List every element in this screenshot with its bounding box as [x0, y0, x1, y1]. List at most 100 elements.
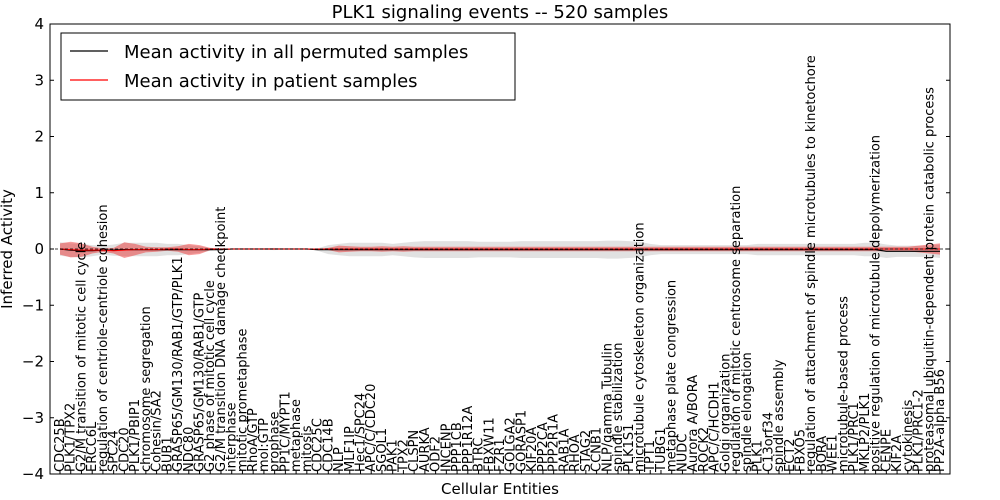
x-tick-label: CDC14B: [321, 418, 336, 472]
x-tick-label: ERCC6L: [85, 421, 100, 472]
x-tick-label: spindle elongation: [740, 352, 755, 472]
y-tick-label: −4: [22, 465, 44, 483]
x-tick-label: INCENP: [439, 423, 454, 472]
x-tick-label: NLP/gamma Tubulin: [600, 343, 615, 472]
y-tick-label: −3: [22, 409, 44, 427]
x-tick-label: SGOL1: [375, 428, 390, 472]
x-tick-label: microtubule-based process: [836, 296, 851, 472]
legend-label-1: Mean activity in all permuted samples: [124, 42, 468, 63]
x-tick-label: FZR1: [493, 438, 508, 472]
x-tick-label: proteasomal ubiquitin-dependent protein …: [922, 87, 937, 472]
x-tick-label: prophase: [268, 412, 283, 473]
x-tick-label: ECT2: [783, 438, 798, 472]
x-tick-label: regulation of mitotic centrosome separat…: [729, 186, 744, 472]
x-tick-label: mitosis: [300, 425, 315, 472]
y-tick-layer: −4 −3 −2 −1 0 1 2 3 4: [22, 15, 950, 483]
x-tick-label: FBXO5: [794, 429, 809, 472]
x-tick-label: RhoA/GTP: [246, 408, 261, 472]
x-tick-label: GRASP65/GM130/RAB1/GTP/PLK1: [171, 256, 186, 472]
legend: Mean activity in all permuted samples Mea…: [60, 32, 516, 101]
x-tick-label: BUB1: [160, 436, 175, 472]
x-tick-label: Aurora A/BORA: [686, 375, 701, 472]
x-tick-label: PPP1CB: [450, 422, 465, 472]
x-tick-label: spindle assembly: [772, 359, 787, 472]
chart-title: PLK1 signaling events -- 520 samples: [332, 2, 669, 23]
x-tick-label: spindle stabilization: [611, 343, 626, 473]
x-axis-label: Cellular Entities: [441, 480, 559, 498]
x-tick-label: PLK1/TPX2: [64, 403, 79, 472]
x-tick-label: AURKA: [418, 427, 433, 472]
legend-box: [60, 32, 516, 101]
x-tick-label: GRASP65/GM130/RAB1/GTP: [193, 293, 208, 472]
legend-label-2: Mean activity in patient samples: [124, 71, 418, 92]
x-tick-label: KIF2A: [890, 435, 905, 472]
x-tick-label: APC/C/CDC20: [364, 384, 379, 472]
x-tick-label: TPT1: [643, 440, 658, 473]
x-tick-label: metaphase plate congression: [665, 280, 680, 472]
x-tick-label: GORASP1: [515, 410, 530, 472]
x-tick-label: STAG2: [579, 430, 594, 472]
x-tick-label: Golgi organization: [718, 354, 733, 472]
x-tick-label: G2 phase of mitotic cell cycle: [203, 280, 218, 472]
x-tick-label: mol:GTP: [257, 418, 272, 472]
x-tick-label: SPC24: [107, 430, 122, 472]
x-tick-label: Hec1/SPC24: [354, 393, 369, 472]
x-tick-label: FBXW11: [482, 417, 497, 472]
x-tick-label: Cohesin/SA2: [150, 390, 165, 472]
y-tick-label: 2: [34, 128, 44, 146]
x-tick-label: ODF2: [429, 436, 444, 472]
x-tick-label: PP2A-alpha B56: [933, 369, 948, 472]
x-tick-label: TUBG1: [654, 428, 669, 474]
x-tick-label: regulation of attachment of spindle micr…: [804, 55, 819, 472]
x-tick-label: PLK1/PRC1: [847, 402, 862, 472]
x-tick-label: PPP2R1A: [547, 414, 562, 472]
x-tick-label: PLK1S1: [622, 424, 637, 472]
x-tick-label: metaphase: [289, 399, 304, 472]
y-tick-label: 0: [34, 240, 44, 258]
x-tick-label: PLK1/PRC1-2: [912, 389, 927, 472]
x-tick-label: RHOA: [568, 434, 583, 472]
y-tick-label: 4: [34, 15, 44, 33]
x-tick-label: regulation of centriole-centriole cohesi…: [96, 204, 111, 472]
x-tick-label: chromosome segregation: [139, 306, 154, 472]
x-tick-label: PLK1: [751, 440, 766, 472]
x-tick-label: CENPE: [879, 429, 894, 472]
x-tick-label: PPP2CA: [536, 422, 551, 472]
x-tick-label: APC/C/HCDH1: [708, 381, 723, 472]
x-tick-label: ROCK2: [697, 427, 712, 472]
x-tick-label: MLF1IP: [343, 426, 358, 472]
x-tick-label: BTRC: [472, 438, 487, 472]
x-tick-label: PPP1R12A: [461, 406, 476, 472]
y-tick-label: −2: [22, 353, 44, 371]
x-tick-label: CDC25C: [311, 418, 326, 472]
x-tick-label: PAK1: [386, 439, 401, 472]
x-tick-label: G2/M transition DNA damage checkpoint: [214, 207, 229, 472]
plot-frame: [49, 23, 951, 475]
x-tick-label: CLSPN: [407, 430, 422, 472]
x-tick-label: G2/M transition of mitotic cell cycle: [75, 242, 90, 472]
x-tick-label: cytokinesis: [901, 399, 916, 472]
y-tick-label: −1: [22, 296, 44, 314]
x-tick-label: WEE1: [826, 434, 841, 472]
x-tick-label: positive regulation of microtubule depol…: [869, 135, 884, 472]
x-tick-label: PLK1/PBIP1: [128, 399, 143, 472]
x-tick-label: KIF20A: [525, 427, 540, 472]
x-tick-label: TPX2: [396, 439, 411, 473]
x-tick-label: CCNB1: [590, 427, 605, 472]
x-tick-label: MKLP2/PLK1: [858, 393, 873, 472]
x-tick-label: microtubule cytoskeleton organization: [633, 222, 648, 472]
y-tick-label: 1: [34, 184, 44, 202]
x-tick-label: NLP: [332, 447, 347, 472]
x-tick-label: CDC20: [117, 427, 132, 472]
y-tick-label: 3: [34, 71, 44, 89]
x-tick-label: GOLGA2: [504, 417, 519, 472]
x-tick-label: PP1C/MYPT1: [278, 391, 293, 472]
x-tick-label: NUDC: [675, 434, 690, 472]
x-tick-label: interphase: [225, 402, 240, 472]
y-axis-label: Inferred Activity: [0, 189, 16, 309]
x-tick-label: C13orf34: [761, 412, 776, 472]
x-tick-label: BORA: [815, 436, 830, 472]
x-tick-label: CDC25B: [53, 418, 68, 472]
x-tick-label: mitotic prometaphase: [235, 328, 250, 472]
